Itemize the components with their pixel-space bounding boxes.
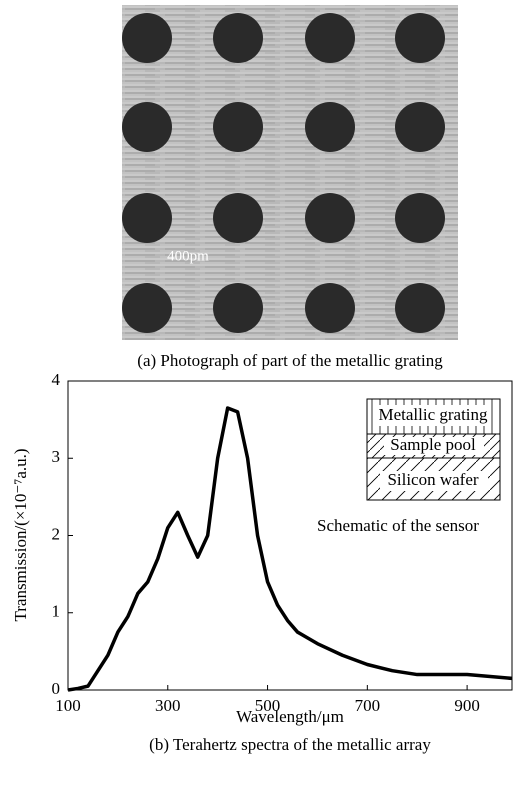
y-tick-label: 3 [52, 447, 61, 466]
x-tick-label: 500 [255, 696, 281, 715]
x-tick-label: 700 [355, 696, 381, 715]
x-tick-label: 900 [454, 696, 480, 715]
inset-layer: Sample pool [390, 435, 476, 454]
y-tick-label: 1 [52, 602, 61, 621]
photo: 400pm [122, 5, 458, 340]
y-tick-label: 4 [52, 370, 61, 389]
y-tick-label: 2 [52, 524, 61, 543]
caption-b: (b) Terahertz spectra of the metallic ar… [149, 735, 431, 754]
x-axis-label: Wavelength/μm [236, 707, 344, 726]
inset-layer: Metallic grating [378, 405, 488, 424]
x-tick-label: 300 [155, 696, 181, 715]
inset-layer: Silicon wafer [387, 470, 478, 489]
series-line [67, 406, 513, 692]
inset-title: Schematic of the sensor [317, 516, 479, 535]
scale-label: 400pm [167, 248, 209, 264]
caption-a: (a) Photograph of part of the metallic g… [137, 351, 443, 370]
inset: Metallic grating Sample pool Silicon waf… [317, 398, 501, 535]
x-tick-label: 100 [55, 696, 81, 715]
y-tick-label: 0 [52, 679, 61, 698]
y-axis-label: Transmission/(×10⁻⁷a.u.) [11, 448, 30, 621]
